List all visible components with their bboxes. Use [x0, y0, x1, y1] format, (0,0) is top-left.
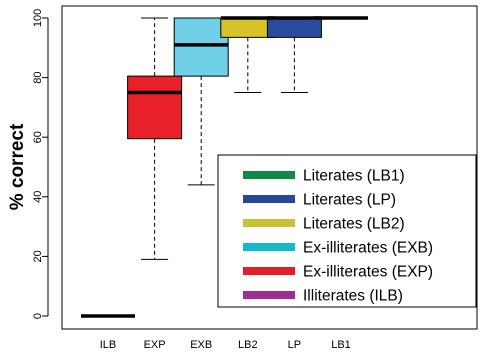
legend-swatch [243, 171, 295, 179]
box-lp [266, 16, 322, 93]
y-tick-label: 20 [32, 250, 44, 262]
x-tick-label: LB1 [331, 339, 351, 351]
box-body [266, 17, 322, 38]
y-tick-label: 40 [32, 191, 44, 203]
legend-label: Literates (LB2) [303, 215, 405, 232]
legend-swatch [243, 219, 295, 227]
y-tick-label: 60 [32, 131, 44, 143]
y-axis-label: % correct [7, 123, 28, 210]
x-tick-label: LB2 [238, 339, 258, 351]
legend-swatch [243, 267, 295, 275]
box-exp [127, 17, 183, 260]
legend-swatch [243, 291, 295, 299]
box-lb2 [220, 16, 276, 93]
legend-label: Illiterates (ILB) [303, 287, 403, 304]
box-body [127, 75, 183, 140]
legend-swatch [243, 195, 295, 203]
plot-frame [61, 5, 478, 330]
x-tick-label: EXP [144, 339, 166, 351]
legend-swatch [243, 243, 295, 251]
y-tick-label: 0 [32, 313, 44, 319]
legend-box [217, 154, 477, 308]
box-exb [173, 17, 229, 186]
box-body [173, 17, 229, 77]
box-body [220, 17, 276, 38]
x-tick-label: LP [288, 339, 301, 351]
x-tick-label: ILB [100, 339, 117, 351]
y-tick-label: 100 [32, 9, 44, 27]
legend-label: Literates (LP) [303, 191, 396, 208]
y-tick-label: 80 [32, 71, 44, 83]
x-tick-label: EXB [190, 339, 212, 351]
legend-label: Ex-illiterates (EXP) [303, 263, 433, 280]
legend-label: Literates (LB1) [303, 167, 405, 184]
legend-label: Ex-illiterates (EXB) [303, 239, 433, 256]
